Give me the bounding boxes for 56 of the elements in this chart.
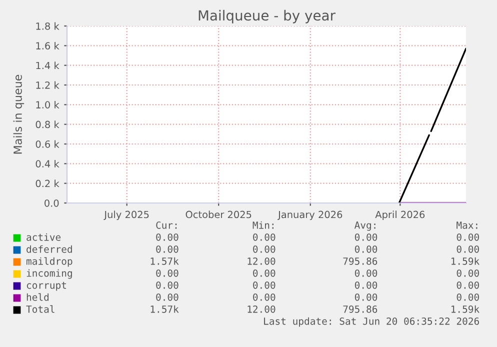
text: 0.00 [456,281,479,289]
text: 1.57k [150,257,179,265]
text: 0.00 [354,245,378,253]
text: 0.00 [354,293,378,301]
y-tick-label: 1.4 k [36,62,60,70]
text: Cur: [156,221,177,229]
text: Max: [456,222,478,229]
legend-label: deferred [26,245,72,253]
legend-label: held [26,293,49,301]
text: 1.57k [150,305,179,313]
text: 1.59k [452,305,480,313]
y-tick-label: 0.2 k [36,180,60,188]
x-tick-label: October 2025 [186,210,252,218]
text: 0.00 [456,269,479,277]
text: 0.00 [156,293,178,301]
text: 0.00 [156,281,178,289]
text: 795.86 [343,257,378,265]
text: 0.00 [253,269,276,277]
text: 0.00 [156,269,178,277]
y-tick-label: 0.6 k [36,140,60,148]
text: 0.00 [354,233,378,241]
y-tick-label: 0.4 k [36,160,60,168]
y-tick-label: 1.2 k [36,81,60,89]
text: 795.86 [343,305,378,313]
legend-label: corrupt [26,282,66,291]
text: 0.00 [156,245,178,253]
text: 0.00 [456,293,479,301]
text: 0.00 [354,281,378,289]
y-tick-label: 1.8 k [36,22,60,30]
x-tick-label: January 2026 [278,210,342,220]
text: 0.00 [253,281,276,289]
text: 0.00 [253,245,276,253]
legend-label: Total [26,305,54,313]
legend-label: incoming [26,269,72,279]
text: Last update: Sat Jun 20 06:35:22 2026 [264,317,479,327]
text: Min: [252,221,274,229]
y-tick-label: 0.8 k [36,120,60,128]
text: Avg: [354,222,376,231]
legend-label: active [26,233,61,241]
x-tick-label: July 2025 [104,210,149,220]
text: 0.00 [456,233,479,241]
text: 0.00 [253,233,276,241]
text: 12.00 [248,305,276,313]
y-tick-label: 1.6 k [36,42,60,50]
text: 1.59k [452,257,480,265]
chart-title: Mailqueue - by year [198,10,336,24]
y-tick-label: 0.0 [44,199,59,207]
text: 0.00 [156,233,178,241]
legend-label: maildrop [26,257,72,267]
text: 12.00 [248,257,276,265]
text: 0.00 [456,245,479,253]
y-tick-label: 1.0 k [36,100,60,108]
text: 0.00 [253,293,276,301]
x-tick-label: April 2026 [375,210,425,220]
y-axis-title: Mails in queue [13,74,24,154]
text: 0.00 [354,269,378,277]
